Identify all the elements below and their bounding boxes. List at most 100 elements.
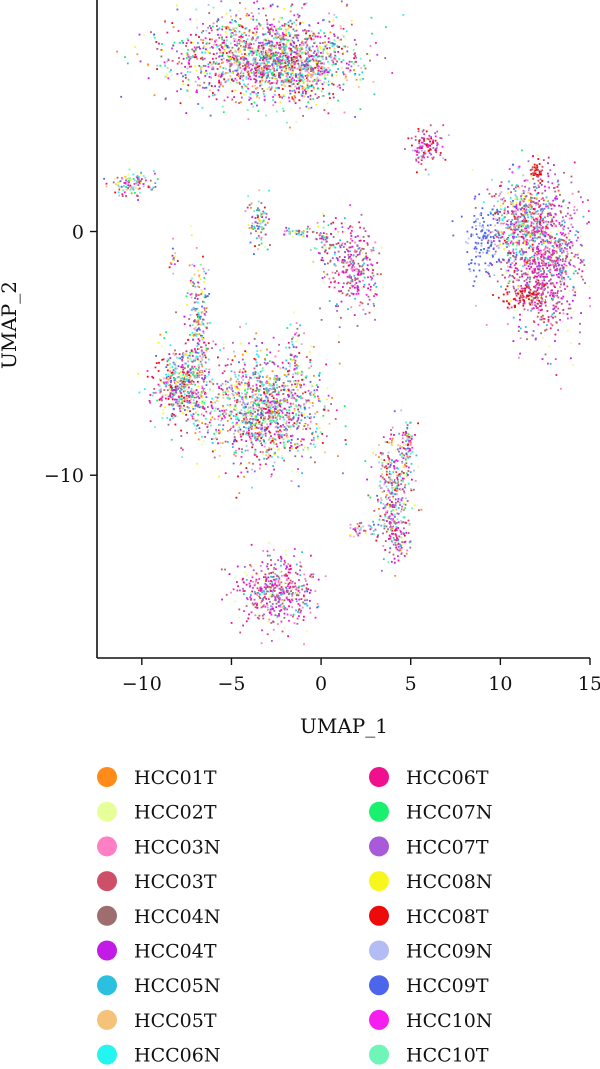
scatter-point bbox=[511, 202, 514, 204]
scatter-point bbox=[542, 203, 545, 205]
scatter-point bbox=[562, 228, 565, 231]
scatter-point bbox=[522, 225, 524, 228]
scatter-point bbox=[228, 57, 231, 60]
scatter-point bbox=[470, 235, 473, 238]
scatter-point bbox=[555, 195, 558, 198]
scatter-point bbox=[334, 251, 336, 254]
scatter-point bbox=[328, 286, 331, 288]
scatter-point bbox=[371, 267, 374, 270]
scatter-point bbox=[126, 62, 129, 65]
scatter-point bbox=[236, 68, 239, 71]
scatter-point bbox=[247, 83, 249, 86]
scatter-point bbox=[293, 21, 296, 24]
scatter-point bbox=[546, 227, 549, 230]
scatter-point bbox=[418, 140, 420, 143]
scatter-point bbox=[546, 223, 549, 226]
scatter-point bbox=[228, 66, 231, 69]
scatter-point bbox=[551, 261, 554, 264]
scatter-point bbox=[342, 265, 345, 268]
scatter-point bbox=[262, 48, 264, 51]
scatter-point bbox=[545, 232, 548, 234]
scatter-point bbox=[266, 19, 268, 21]
scatter-point bbox=[531, 300, 534, 302]
scatter-point bbox=[249, 71, 251, 74]
scatter-point bbox=[544, 329, 546, 332]
scatter-point bbox=[176, 402, 179, 405]
scatter-point bbox=[300, 69, 303, 71]
scatter-point bbox=[541, 308, 543, 311]
scatter-point bbox=[291, 22, 294, 25]
scatter-point bbox=[541, 313, 544, 316]
scatter-point bbox=[503, 238, 506, 240]
scatter-point bbox=[241, 39, 243, 42]
scatter-point bbox=[278, 44, 280, 47]
scatter-point bbox=[533, 182, 536, 185]
scatter-point bbox=[298, 73, 301, 76]
scatter-point bbox=[497, 258, 500, 261]
scatter-point bbox=[328, 47, 331, 49]
scatter-point bbox=[173, 354, 176, 356]
scatter-point bbox=[549, 241, 552, 244]
scatter-point bbox=[158, 42, 160, 45]
scatter-point bbox=[428, 134, 431, 137]
scatter-point bbox=[509, 197, 512, 199]
scatter-point bbox=[177, 30, 180, 32]
scatter-point bbox=[525, 248, 528, 251]
scatter-point bbox=[263, 246, 266, 248]
scatter-point bbox=[330, 281, 332, 284]
scatter-point bbox=[357, 269, 360, 271]
scatter-point bbox=[354, 249, 356, 252]
scatter-point bbox=[375, 293, 378, 296]
scatter-point bbox=[339, 86, 341, 89]
scatter-point bbox=[522, 296, 525, 298]
scatter-point bbox=[495, 233, 497, 235]
scatter-point bbox=[340, 222, 343, 225]
scatter-point bbox=[294, 96, 297, 99]
scatter-point bbox=[259, 84, 261, 87]
scatter-point bbox=[311, 35, 314, 37]
scatter-point bbox=[211, 66, 214, 69]
scatter-point bbox=[505, 269, 508, 272]
scatter-point bbox=[426, 156, 429, 158]
scatter-point bbox=[195, 374, 198, 376]
scatter-point bbox=[296, 47, 299, 50]
scatter-point bbox=[306, 90, 309, 92]
scatter-point bbox=[525, 264, 528, 266]
scatter-point bbox=[515, 214, 517, 217]
scatter-point bbox=[199, 84, 201, 87]
scatter-point bbox=[337, 334, 340, 337]
scatter-point bbox=[352, 62, 355, 65]
scatter-point bbox=[561, 297, 563, 300]
scatter-point bbox=[480, 230, 483, 233]
scatter-point bbox=[562, 295, 565, 298]
scatter-point bbox=[182, 354, 185, 357]
scatter-point bbox=[186, 431, 188, 434]
scatter-point bbox=[310, 84, 313, 87]
scatter-point bbox=[294, 30, 296, 33]
scatter-point bbox=[529, 303, 532, 306]
scatter-point bbox=[210, 76, 212, 79]
scatter-point bbox=[264, 73, 267, 76]
scatter-point bbox=[317, 65, 319, 67]
scatter-point bbox=[535, 222, 538, 225]
scatter-point bbox=[193, 396, 196, 399]
scatter-point bbox=[256, 94, 259, 97]
scatter-point bbox=[535, 227, 538, 230]
scatter-point bbox=[226, 25, 229, 28]
scatter-point bbox=[323, 81, 326, 84]
scatter-point bbox=[563, 242, 566, 245]
scatter-point bbox=[424, 152, 427, 155]
scatter-point bbox=[265, 53, 267, 55]
scatter-point bbox=[552, 216, 555, 219]
scatter-point bbox=[539, 258, 542, 260]
scatter-point bbox=[297, 16, 300, 19]
scatter-point bbox=[221, 16, 223, 19]
scatter-point bbox=[146, 370, 149, 372]
scatter-point bbox=[278, 87, 280, 89]
scatter-point bbox=[347, 227, 350, 230]
scatter-point bbox=[244, 64, 246, 66]
scatter-point bbox=[202, 30, 205, 32]
scatter-point bbox=[548, 273, 551, 275]
scatter-point bbox=[341, 53, 344, 55]
scatter-point bbox=[208, 12, 211, 14]
